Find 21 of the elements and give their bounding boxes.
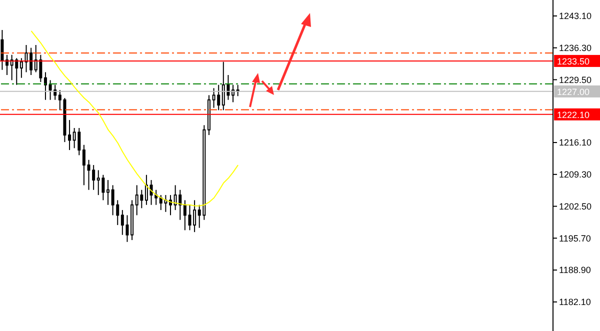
- ref-line-label: 1222.10: [557, 110, 590, 120]
- y-tick-label: 1216.10: [559, 138, 592, 148]
- ref-line-label: 1233.50: [557, 56, 590, 66]
- y-tick-label: 1188.90: [559, 265, 591, 276]
- candlestick: [30, 47, 33, 76]
- y-tick-label: 1229.50: [559, 74, 592, 85]
- candlestick: [0, 30, 4, 70]
- y-tick-label: 1236.30: [559, 43, 592, 54]
- candlestick: [144, 174, 148, 206]
- y-tick-label: 1209.30: [559, 170, 592, 180]
- candlestick: [169, 194, 172, 216]
- y-tick-label: 1243.10: [559, 11, 592, 22]
- candlestick: [44, 72, 47, 100]
- candlestick: [106, 180, 110, 206]
- y-tick-label: 1182.10: [559, 297, 591, 308]
- candlestick: [193, 200, 196, 233]
- candlestick: [82, 144, 86, 186]
- ref-line-label: 1227.00: [557, 86, 590, 97]
- y-tick-label: 1195.70: [559, 233, 591, 244]
- y-tick-label: 1202.50: [559, 201, 592, 212]
- candlestick: [68, 120, 72, 151]
